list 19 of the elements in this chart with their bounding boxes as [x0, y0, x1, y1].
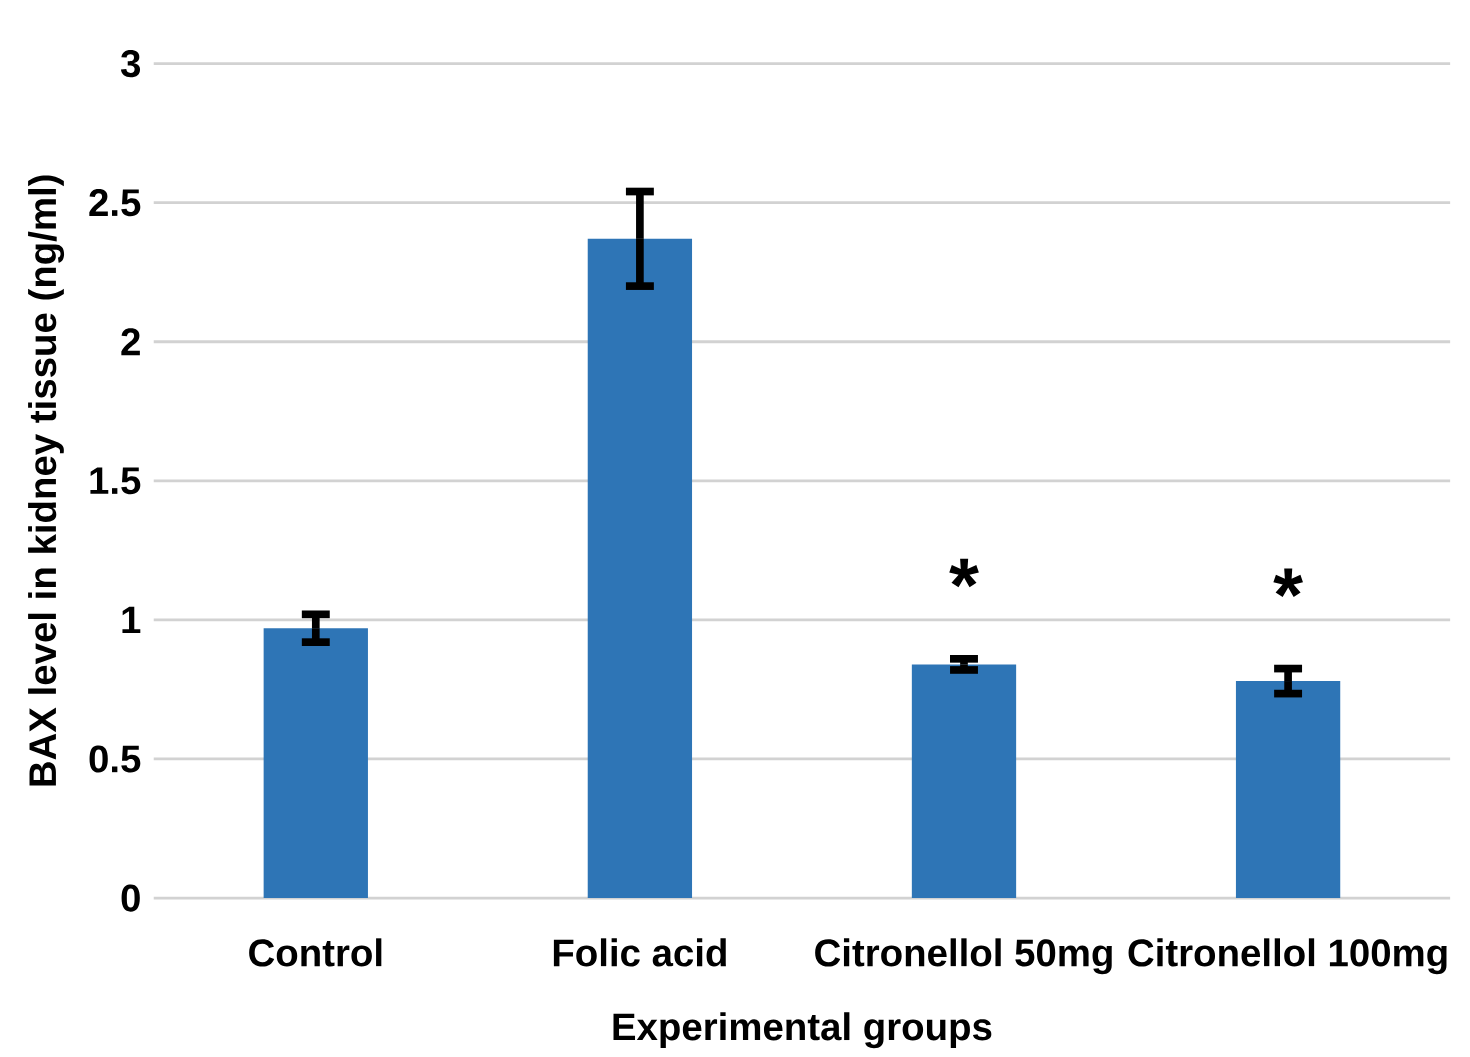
x-axis-title: Experimental groups — [613, 1012, 992, 1049]
y-axis-title: BAX level in kidney tissue (ng/ml) — [28, 175, 65, 786]
x-tick-label: Citronellol 50mg — [815, 938, 1112, 975]
y-tick-label: 0 — [121, 884, 140, 912]
y-tick-label: 3 — [120, 50, 141, 78]
bar — [263, 628, 368, 899]
annotation: * — [1273, 568, 1303, 598]
bar — [911, 664, 1017, 899]
bar — [587, 238, 693, 899]
annotation: * — [949, 558, 979, 588]
x-tick-label: Control — [249, 938, 382, 967]
bar — [1235, 681, 1341, 899]
y-tick-label: 2.5 — [89, 189, 141, 217]
x-tick-label: Folic acid — [553, 938, 726, 967]
y-tick-label: 2 — [121, 328, 140, 356]
y-tick-label: 0.5 — [89, 745, 141, 773]
y-tick-label: 1 — [122, 606, 141, 634]
x-tick-label: Citronellol 100mg — [1128, 938, 1447, 975]
y-tick-label: 1.5 — [90, 467, 141, 495]
